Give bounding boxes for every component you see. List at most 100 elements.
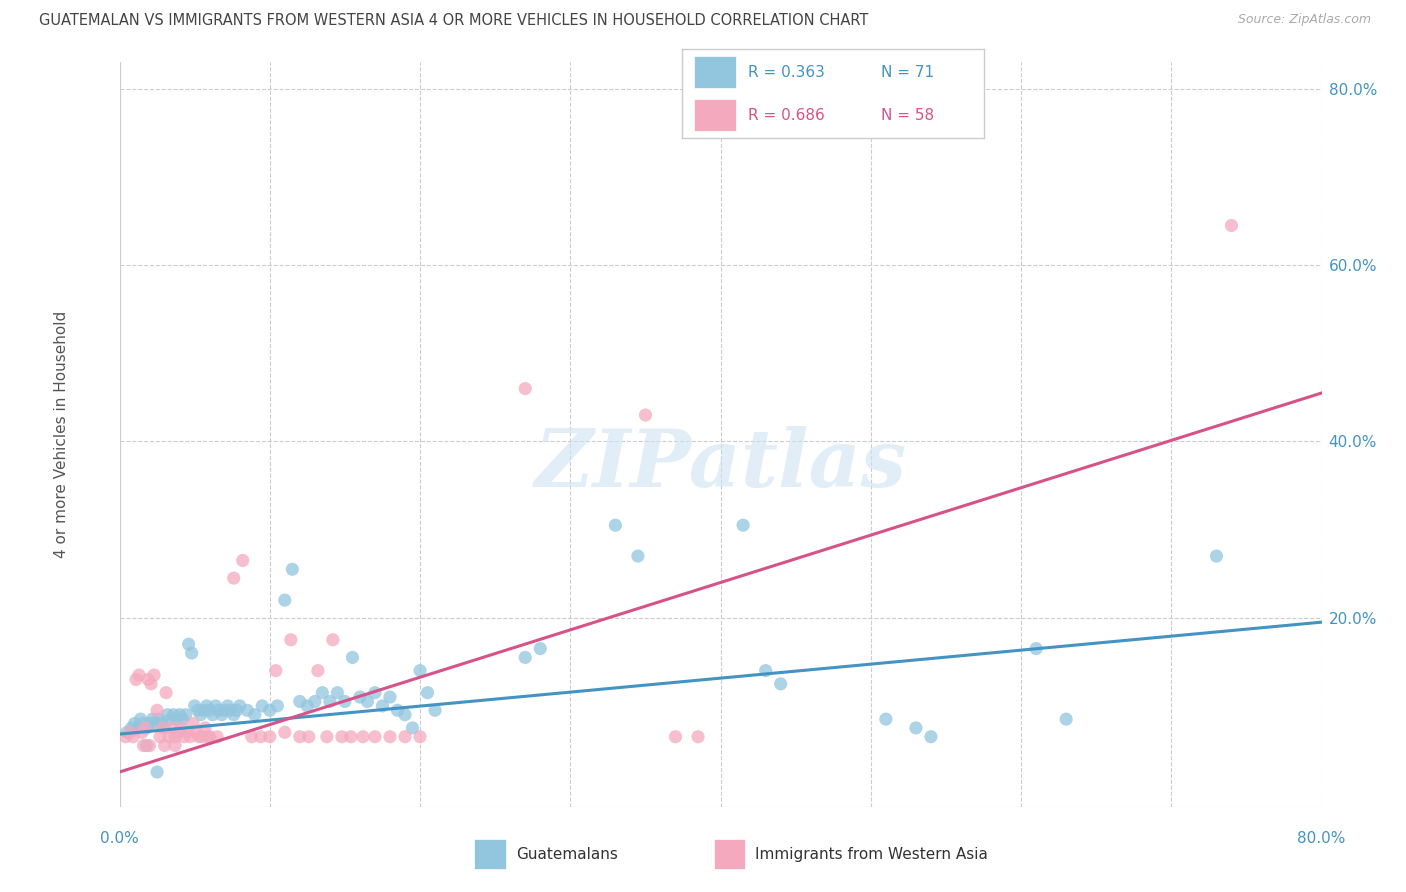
Point xyxy=(136,673,159,687)
Point xyxy=(378,730,401,744)
Point xyxy=(228,698,252,713)
Point xyxy=(634,408,657,422)
Point xyxy=(118,725,141,739)
Point xyxy=(769,677,792,691)
Point xyxy=(201,707,224,722)
Point xyxy=(920,730,942,744)
Text: GUATEMALAN VS IMMIGRANTS FROM WESTERN ASIA 4 OR MORE VEHICLES IN HOUSEHOLD CORRE: GUATEMALAN VS IMMIGRANTS FROM WESTERN AS… xyxy=(39,13,869,29)
Point xyxy=(378,690,401,704)
Point xyxy=(187,703,209,717)
Point xyxy=(264,664,287,678)
Text: ZIPatlas: ZIPatlas xyxy=(534,425,907,503)
Point xyxy=(219,703,242,717)
Point xyxy=(132,739,155,753)
Point xyxy=(529,641,551,656)
Point xyxy=(298,730,321,744)
Point xyxy=(152,721,174,735)
Point xyxy=(371,698,394,713)
Point xyxy=(222,707,245,722)
Bar xyxy=(695,99,737,131)
Point xyxy=(148,712,170,726)
Point xyxy=(904,721,927,735)
Point xyxy=(191,730,214,744)
Point xyxy=(146,703,169,717)
Point xyxy=(259,703,281,717)
Point xyxy=(172,712,194,726)
Point xyxy=(183,698,205,713)
Point xyxy=(174,707,197,722)
Point xyxy=(1220,219,1243,233)
Point xyxy=(149,730,172,744)
Point xyxy=(217,698,239,713)
Point xyxy=(330,730,353,744)
Point xyxy=(409,664,432,678)
Point xyxy=(214,703,236,717)
Point xyxy=(515,650,537,665)
Point xyxy=(232,553,254,567)
Point xyxy=(204,698,226,713)
Point xyxy=(128,668,150,682)
Point xyxy=(181,716,204,731)
Point xyxy=(135,739,157,753)
Point xyxy=(311,686,333,700)
Point xyxy=(274,725,297,739)
Point xyxy=(333,694,356,708)
Point xyxy=(222,571,245,585)
Point xyxy=(142,712,165,726)
Point xyxy=(194,721,217,735)
Point xyxy=(169,707,191,722)
Text: Guatemalans: Guatemalans xyxy=(516,847,617,862)
Point xyxy=(195,698,218,713)
Point xyxy=(198,730,221,744)
Point xyxy=(252,698,274,713)
Point xyxy=(205,730,228,744)
Point xyxy=(165,739,187,753)
Point xyxy=(259,730,281,744)
Point xyxy=(315,730,337,744)
Text: 0.0%: 0.0% xyxy=(100,831,139,847)
Point xyxy=(186,725,208,739)
Point xyxy=(162,707,184,722)
Point xyxy=(145,716,167,731)
Point xyxy=(304,694,326,708)
Point xyxy=(208,703,231,717)
Point xyxy=(394,730,416,744)
Point xyxy=(307,664,329,678)
Point xyxy=(180,646,202,660)
Point xyxy=(1025,641,1047,656)
Point xyxy=(297,698,319,713)
Point xyxy=(170,721,193,735)
Bar xyxy=(714,839,745,869)
Point xyxy=(160,721,183,735)
Point xyxy=(319,694,342,708)
Point xyxy=(132,716,155,731)
Point xyxy=(225,703,247,717)
Point xyxy=(139,677,162,691)
Point xyxy=(627,549,650,563)
Point xyxy=(352,730,374,744)
Point xyxy=(349,690,371,704)
Point xyxy=(157,730,180,744)
Point xyxy=(193,703,215,717)
Point xyxy=(280,632,302,647)
Point xyxy=(167,725,190,739)
Text: R = 0.363: R = 0.363 xyxy=(748,65,825,79)
Point xyxy=(416,686,439,700)
Point xyxy=(326,686,349,700)
Text: Immigrants from Western Asia: Immigrants from Western Asia xyxy=(755,847,988,862)
Bar xyxy=(474,839,506,869)
Point xyxy=(423,703,446,717)
Point xyxy=(176,725,198,739)
Point xyxy=(240,730,263,744)
Point xyxy=(356,694,378,708)
Point xyxy=(686,730,709,744)
Point xyxy=(159,712,181,726)
Point xyxy=(340,730,363,744)
Text: N = 71: N = 71 xyxy=(882,65,935,79)
Point xyxy=(211,707,233,722)
Point xyxy=(664,730,686,744)
Point xyxy=(156,707,179,722)
Point xyxy=(165,730,187,744)
Point xyxy=(155,686,177,700)
Point xyxy=(733,518,755,533)
